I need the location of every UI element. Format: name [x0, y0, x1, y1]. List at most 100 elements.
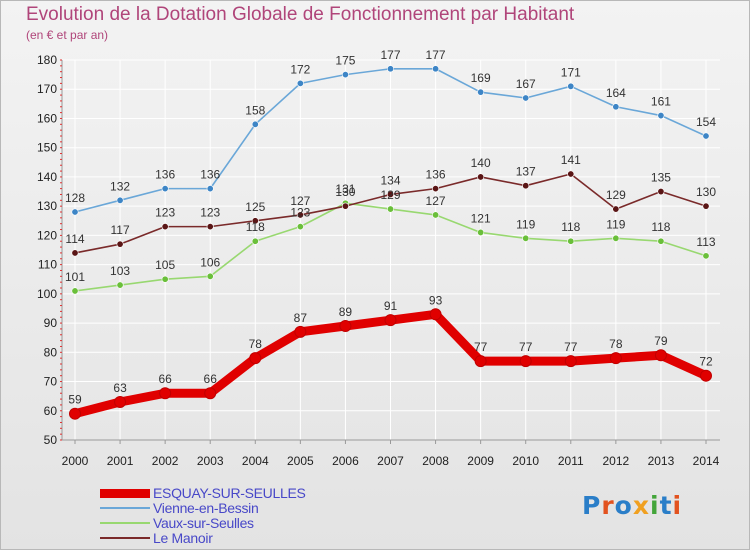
data-point — [206, 223, 214, 231]
data-label: 164 — [606, 86, 626, 100]
data-point — [432, 185, 440, 193]
y-tick-label: 80 — [44, 345, 58, 359]
data-point — [477, 88, 485, 96]
data-label: 118 — [246, 220, 265, 234]
data-point — [116, 281, 124, 289]
data-point — [609, 352, 622, 365]
data-point — [657, 112, 665, 120]
y-tick-label: 160 — [37, 111, 57, 125]
data-point — [296, 223, 304, 231]
data-point — [296, 211, 304, 219]
data-label: 175 — [335, 54, 355, 68]
data-label: 137 — [516, 165, 536, 179]
data-label: 123 — [200, 206, 220, 220]
logo-letter: r — [601, 491, 615, 520]
data-label: 129 — [380, 188, 400, 202]
data-point — [161, 223, 169, 231]
data-point — [612, 103, 620, 111]
data-point — [522, 94, 530, 102]
data-point — [251, 120, 259, 128]
data-label: 129 — [606, 188, 626, 202]
data-label: 130 — [696, 185, 716, 199]
data-point — [657, 237, 665, 245]
data-point — [339, 320, 352, 332]
proxiti-logo: Proxiti — [582, 491, 682, 520]
data-label: 77 — [564, 340, 578, 354]
data-label: 177 — [426, 48, 446, 62]
data-label: 66 — [204, 372, 218, 386]
x-tick-label: 2013 — [648, 454, 675, 468]
data-point — [429, 308, 442, 321]
data-point — [386, 65, 394, 73]
data-point — [116, 196, 124, 204]
data-label: 119 — [516, 217, 535, 231]
x-tick-label: 2001 — [107, 454, 134, 468]
data-label: 125 — [245, 200, 265, 214]
x-tick-label: 2005 — [287, 454, 314, 468]
x-tick-label: 2014 — [693, 454, 720, 468]
data-label: 91 — [384, 299, 398, 313]
data-point — [69, 407, 81, 420]
data-label: 130 — [335, 185, 355, 199]
y-tick-label: 180 — [37, 53, 57, 67]
x-tick-label: 2003 — [197, 454, 224, 468]
data-label: 135 — [651, 171, 671, 185]
logo-letter: i — [650, 491, 660, 520]
data-label: 171 — [561, 65, 581, 79]
data-label: 132 — [110, 179, 130, 193]
data-point — [700, 369, 712, 382]
data-label: 105 — [155, 258, 175, 272]
data-point — [612, 234, 620, 242]
data-point — [114, 396, 127, 408]
grid — [62, 59, 720, 441]
data-point — [386, 205, 394, 213]
data-point — [161, 185, 169, 193]
legend-label: Le Manoir — [153, 530, 213, 546]
data-label: 87 — [294, 311, 308, 325]
legend-swatch — [100, 537, 150, 539]
x-tick-label: 2011 — [558, 454, 584, 468]
data-label: 103 — [110, 264, 130, 278]
data-label: 167 — [516, 77, 536, 91]
x-tick-label: 2012 — [603, 454, 630, 468]
data-label: 177 — [380, 48, 400, 62]
data-point — [71, 249, 79, 257]
x-tick-label: 2010 — [512, 454, 539, 468]
data-point — [341, 202, 349, 210]
data-point — [612, 205, 620, 213]
data-label: 172 — [290, 62, 310, 76]
data-label: 136 — [426, 168, 446, 182]
data-point — [564, 355, 577, 368]
y-tick-label: 100 — [37, 287, 57, 301]
series-vaux-sur-seulles — [71, 199, 710, 295]
data-label: 136 — [200, 168, 220, 182]
data-label: 154 — [696, 115, 716, 129]
data-label: 66 — [158, 372, 172, 386]
data-point — [519, 355, 532, 368]
data-label: 77 — [474, 340, 488, 354]
data-label: 113 — [696, 235, 715, 249]
data-point — [296, 79, 304, 87]
data-label: 114 — [65, 232, 84, 246]
data-label: 123 — [290, 206, 310, 220]
data-point — [702, 132, 710, 140]
data-label: 118 — [561, 220, 580, 234]
chart-subtitle: (en € et par an) — [26, 28, 109, 42]
logo-letter: x — [632, 491, 650, 520]
data-label: 78 — [249, 337, 263, 351]
data-label: 128 — [65, 191, 85, 205]
series-vienne-en-bessin — [71, 65, 710, 216]
data-label: 77 — [519, 340, 533, 354]
data-label: 127 — [426, 194, 446, 208]
data-point — [522, 182, 530, 190]
x-tick-label: 2008 — [422, 454, 449, 468]
data-label: 119 — [606, 217, 625, 231]
data-label: 158 — [245, 103, 265, 117]
y-tick-label: 90 — [44, 316, 58, 330]
data-label: 127 — [290, 194, 310, 208]
data-label: 141 — [561, 153, 581, 167]
y-tick-label: 130 — [37, 199, 57, 213]
data-point — [657, 188, 665, 196]
data-label: 123 — [155, 206, 175, 220]
